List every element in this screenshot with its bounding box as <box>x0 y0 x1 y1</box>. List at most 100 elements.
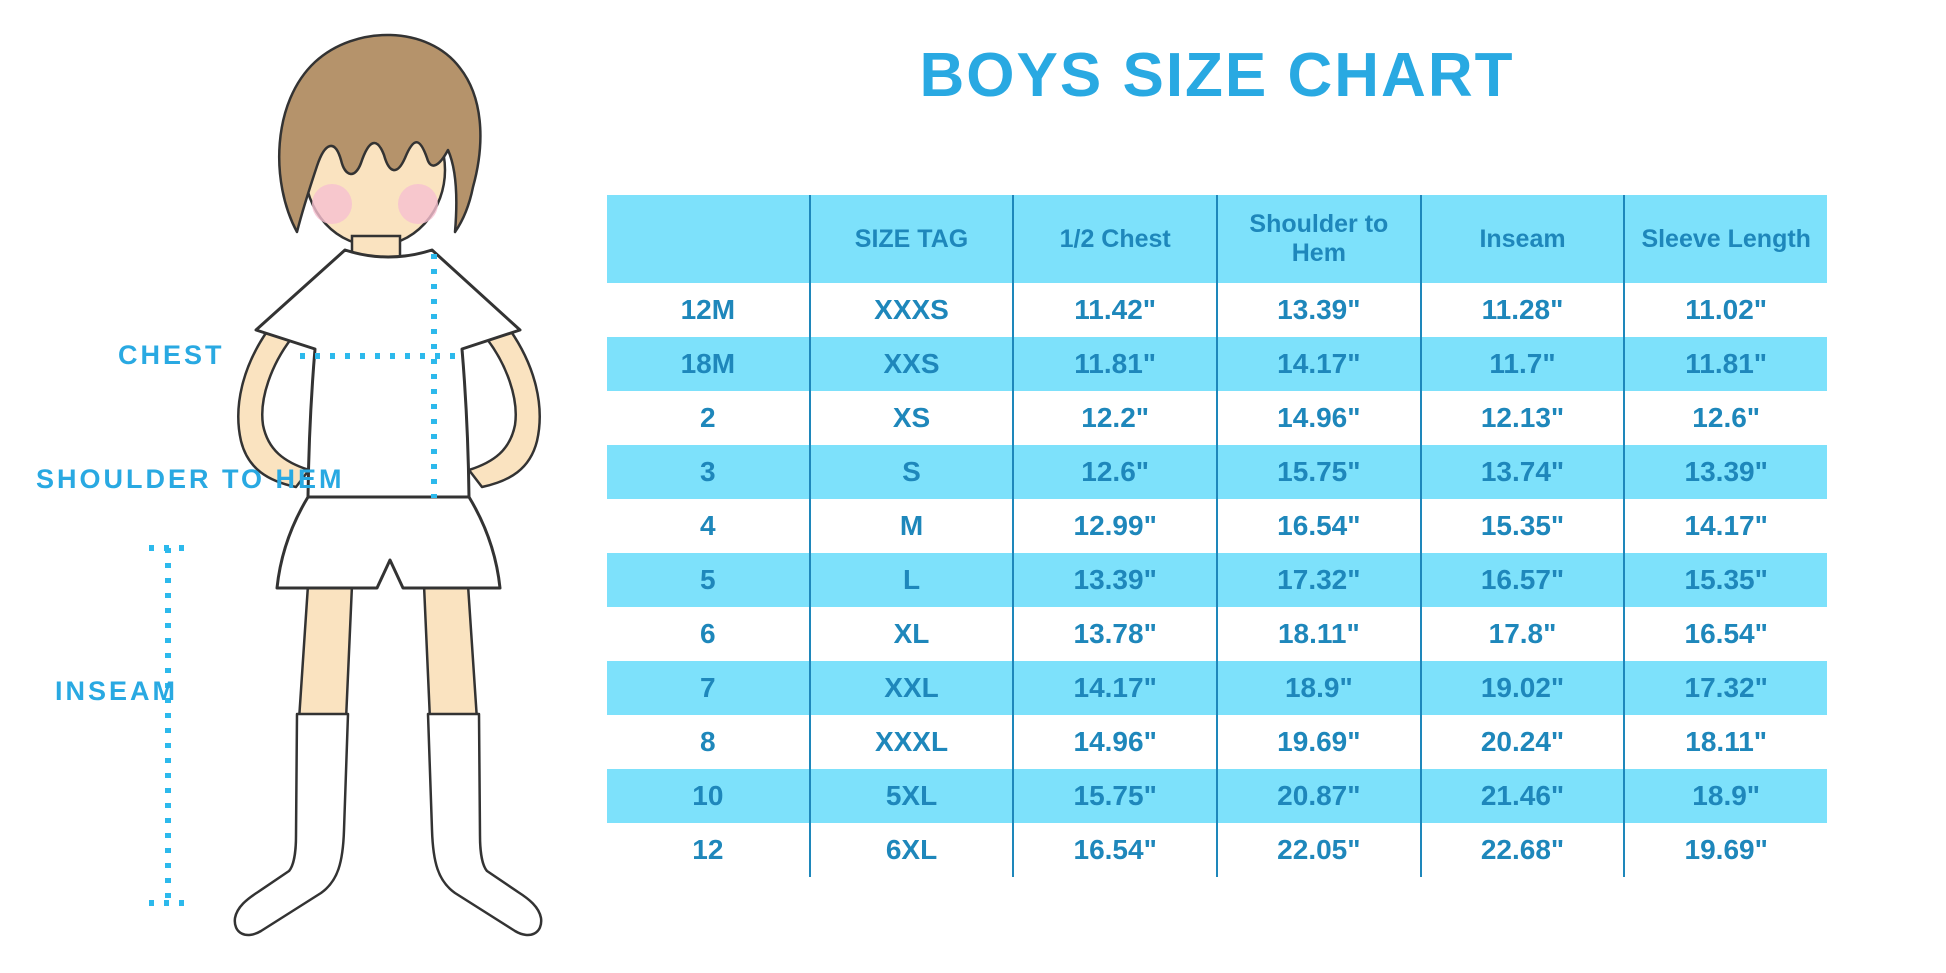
leg-left <box>297 583 354 722</box>
half-chest-cell: 12.2" <box>1014 391 1219 445</box>
leg-right <box>422 583 479 722</box>
half-chest-cell: 16.54" <box>1014 823 1219 877</box>
half-chest-cell: 12.99" <box>1014 499 1219 553</box>
size-tag-cell: 5XL <box>811 769 1015 823</box>
boy-illustration <box>149 33 543 937</box>
table-row: 10 5XL 15.75" 20.87" 21.46" 18.9" <box>607 769 1827 823</box>
table-row: 7 XXL 14.17" 18.9" 19.02" 17.32" <box>607 661 1827 715</box>
sock-right <box>426 712 543 937</box>
sleeve-length-cell: 11.81" <box>1685 347 1768 379</box>
shoulder-to-hem-cell: 20.87" <box>1218 769 1422 823</box>
table-row: 5 L 13.39" 17.32" 16.57" 15.35" <box>607 553 1827 607</box>
inseam-cell: 11.7" <box>1422 337 1626 391</box>
inseam-cell: 12.13" <box>1422 391 1626 445</box>
shoulder-to-hem-cell: 14.17" <box>1218 337 1422 391</box>
shoulder-to-hem-cell: 22.05" <box>1218 823 1422 877</box>
sleeve-length-cell: 16.54" <box>1684 617 1768 649</box>
shoulder-to-hem-cell: 15.75" <box>1218 445 1422 499</box>
table-row: 12M XXXS 11.42" 13.39" 11.28" 11.02" <box>607 283 1827 337</box>
half-chest-cell: 13.78" <box>1014 607 1219 661</box>
inseam-cell: 20.24" <box>1422 715 1626 769</box>
half-chest-cell: 14.96" <box>1014 715 1219 769</box>
inseam-cell: 19.02" <box>1422 661 1626 715</box>
size-tag-cell: M <box>811 499 1015 553</box>
sleeve-length-cell: 17.32" <box>1684 671 1768 703</box>
half-chest-cell: 13.39" <box>1014 553 1219 607</box>
header-cell-sleeve-length: Sleeve Length <box>1641 224 1811 253</box>
inseam-label: INSEAM <box>55 676 179 706</box>
inseam-cell: 11.28" <box>1422 283 1626 337</box>
inseam-cell: 13.74" <box>1422 445 1626 499</box>
size-cell: 4 <box>607 499 811 553</box>
sleeve-length-cell: 11.02" <box>1685 293 1768 325</box>
sleeve-length-cell: 18.11" <box>1685 725 1768 757</box>
table-row: 3 S 12.6" 15.75" 13.74" 13.39" <box>607 445 1827 499</box>
inseam-cell: 16.57" <box>1422 553 1626 607</box>
size-cell: 2 <box>607 391 811 445</box>
size-cell: 12M <box>607 283 811 337</box>
sleeve-length-cell: 15.35" <box>1684 563 1768 595</box>
inseam-cell: 17.8" <box>1422 607 1626 661</box>
header-cell-inseam: Inseam <box>1422 195 1626 283</box>
size-cell: 12 <box>607 823 811 877</box>
half-chest-cell: 12.6" <box>1014 445 1219 499</box>
inseam-cell: 22.68" <box>1422 823 1626 877</box>
tshirt <box>254 248 522 499</box>
table-row: 6 XL 13.78" 18.11" 17.8" 16.54" <box>607 607 1827 661</box>
sock-left <box>233 712 350 937</box>
sleeve-length-cell: 13.39" <box>1684 455 1768 487</box>
size-cell: 5 <box>607 553 811 607</box>
size-cell: 7 <box>607 661 811 715</box>
size-tag-cell: XXL <box>811 661 1015 715</box>
table-row: 12 6XL 16.54" 22.05" 22.68" 19.69" <box>607 823 1827 877</box>
half-chest-cell: 11.42" <box>1014 283 1219 337</box>
header-cell-shoulder-to-hem: Shoulder to Hem <box>1218 195 1422 283</box>
shoulder-to-hem-cell: 16.54" <box>1218 499 1422 553</box>
size-tag-cell: S <box>811 445 1015 499</box>
size-cell: 18M <box>607 337 811 391</box>
inseam-cell: 15.35" <box>1422 499 1626 553</box>
measurement-figure-panel: CHEST SHOULDER TO HEM INSEAM <box>0 0 620 973</box>
table-row: 2 XS 12.2" 14.96" 12.13" 12.6" <box>607 391 1827 445</box>
size-cell: 6 <box>607 607 811 661</box>
shoulder-to-hem-cell: 18.11" <box>1218 607 1422 661</box>
shoulder-to-hem-cell: 18.9" <box>1218 661 1422 715</box>
hair <box>277 33 482 234</box>
header-cell-size <box>607 195 811 283</box>
cheek-right <box>398 184 438 224</box>
shoulder-to-hem-cell: 13.39" <box>1218 283 1422 337</box>
shorts <box>275 495 502 590</box>
half-chest-cell: 11.81" <box>1014 337 1219 391</box>
table-header-row: SIZE TAG 1/2 Chest Shoulder to Hem Insea… <box>607 195 1827 283</box>
inseam-cell: 21.46" <box>1422 769 1626 823</box>
header-cell-half-chest: 1/2 Chest <box>1014 195 1219 283</box>
size-cell: 10 <box>607 769 811 823</box>
half-chest-cell: 15.75" <box>1014 769 1219 823</box>
size-tag-cell: XL <box>811 607 1015 661</box>
size-tag-cell: 6XL <box>811 823 1015 877</box>
shoulder-to-hem-label: SHOULDER TO HEM <box>36 464 345 494</box>
size-cell: 3 <box>607 445 811 499</box>
shoulder-to-hem-cell: 19.69" <box>1218 715 1422 769</box>
size-tag-cell: XXXS <box>811 283 1015 337</box>
shoulder-to-hem-cell: 14.96" <box>1218 391 1422 445</box>
size-tag-cell: XXXL <box>811 715 1015 769</box>
measurement-guides <box>149 254 456 906</box>
size-tag-cell: XS <box>811 391 1015 445</box>
arm-left <box>237 328 311 489</box>
shoulder-to-hem-cell: 17.32" <box>1218 553 1422 607</box>
cheek-left <box>312 184 352 224</box>
size-cell: 8 <box>607 715 811 769</box>
arm-right <box>467 328 541 489</box>
size-table: SIZE TAG 1/2 Chest Shoulder to Hem Insea… <box>607 195 1827 877</box>
table-row: 18M XXS 11.81" 14.17" 11.7" 11.81" <box>607 337 1827 391</box>
sleeve-length-cell: 14.17" <box>1684 509 1768 541</box>
sleeve-length-cell: 12.6" <box>1692 401 1761 433</box>
sleeve-length-cell: 19.69" <box>1684 833 1768 865</box>
page-title: BOYS SIZE CHART <box>919 41 1515 110</box>
half-chest-cell: 14.17" <box>1014 661 1219 715</box>
sleeve-length-cell: 18.9" <box>1692 779 1761 811</box>
size-tag-cell: XXS <box>811 337 1015 391</box>
table-row: 4 M 12.99" 16.54" 15.35" 14.17" <box>607 499 1827 553</box>
